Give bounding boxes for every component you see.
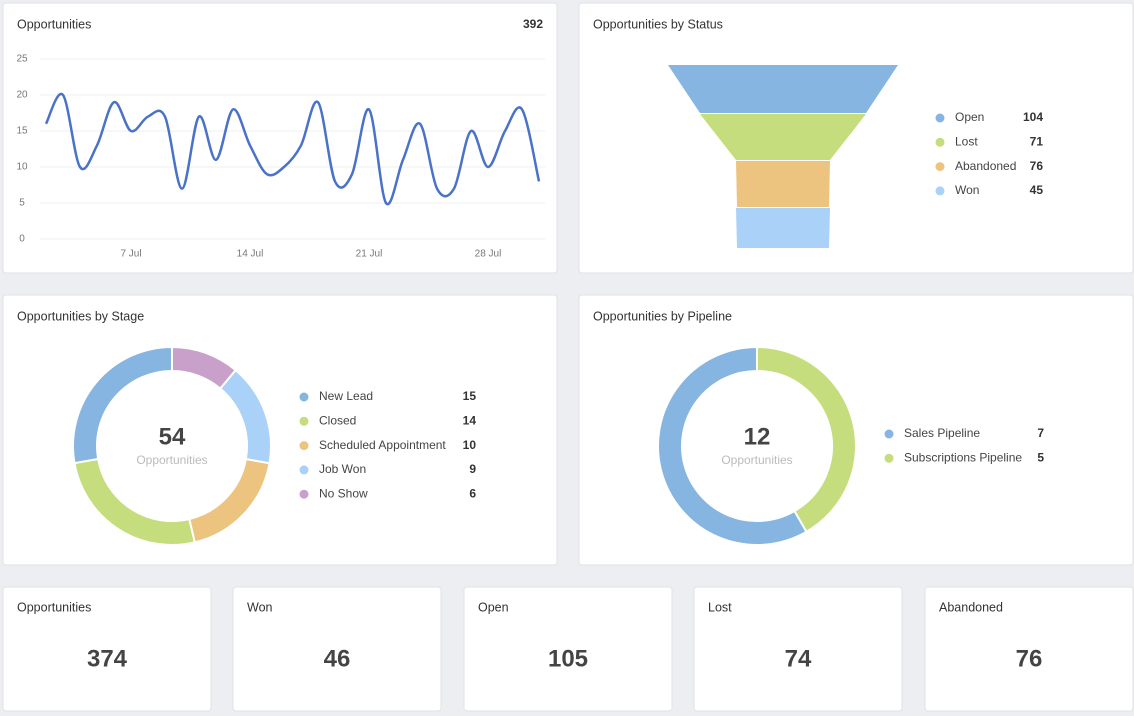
- legend-label: Closed: [319, 413, 356, 427]
- y-tick-label: 20: [16, 90, 28, 101]
- center-label: Opportunities: [136, 453, 207, 467]
- panel: [2, 2, 558, 274]
- donut-segment: [171, 345, 238, 390]
- legend-label: Sales Pipeline: [904, 426, 980, 440]
- kpi-card: [924, 586, 1134, 712]
- panel-title: Opportunities: [17, 17, 91, 31]
- funnel-segment: [736, 161, 830, 207]
- legend-value: 9: [469, 462, 476, 476]
- y-tick-label: 10: [16, 162, 28, 173]
- kpi-card: [2, 586, 212, 712]
- kpi-label: Won: [247, 600, 273, 614]
- legend-value: 45: [1030, 183, 1044, 197]
- legend-dot: [884, 429, 894, 439]
- legend-value: 15: [463, 389, 477, 403]
- y-tick-label: 5: [19, 198, 25, 209]
- legend-value: 7: [1037, 426, 1044, 440]
- kpi-value: 374: [87, 645, 128, 672]
- legend-value: 5: [1037, 450, 1044, 464]
- legend-value: 14: [463, 413, 477, 427]
- kpi-label: Opportunities: [17, 600, 91, 614]
- legend-dot: [935, 186, 945, 196]
- kpi-card: [232, 586, 442, 712]
- legend-label: No Show: [319, 486, 368, 500]
- panel: [578, 2, 1134, 274]
- legend-dot: [299, 392, 309, 402]
- legend-label: Won: [955, 183, 979, 197]
- kpi-card: [463, 586, 673, 712]
- y-tick-label: 15: [16, 126, 28, 137]
- legend-dot: [884, 453, 894, 463]
- legend-dot: [299, 465, 309, 475]
- kpi-label: Abandoned: [939, 600, 1003, 614]
- legend-dot: [299, 416, 309, 426]
- legend-dot: [299, 441, 309, 451]
- y-tick-label: 25: [16, 54, 28, 65]
- kpi-value: 105: [548, 645, 588, 672]
- y-tick-label: 0: [19, 234, 25, 245]
- legend-value: 104: [1023, 110, 1043, 124]
- x-tick-label: 28 Jul: [475, 249, 502, 260]
- legend-label: New Lead: [319, 389, 373, 403]
- center-total: 54: [159, 423, 186, 450]
- x-tick-label: 14 Jul: [237, 249, 264, 260]
- donut-segment: [756, 345, 857, 534]
- kpi-label: Open: [478, 600, 509, 614]
- funnel-segment: [736, 208, 830, 248]
- funnel-segment: [668, 65, 898, 113]
- center-label: Opportunities: [721, 453, 792, 467]
- kpi-value: 76: [1016, 645, 1043, 672]
- x-tick-label: 7 Jul: [120, 249, 141, 260]
- legend-dot: [299, 489, 309, 499]
- panel-title: Opportunities by Pipeline: [593, 309, 732, 323]
- funnel-segment: [700, 114, 866, 160]
- legend-value: 10: [463, 438, 477, 452]
- legend-value: 6: [469, 486, 476, 500]
- total: 392: [523, 17, 543, 31]
- legend-label: Job Won: [319, 462, 366, 476]
- legend-label: Lost: [955, 134, 978, 148]
- line: [44, 92, 541, 206]
- center-total: 12: [744, 423, 771, 450]
- panel-title: Opportunities by Status: [593, 17, 723, 31]
- legend-dot: [935, 162, 945, 172]
- donut-segment: [657, 345, 808, 546]
- legend-label: Open: [955, 110, 984, 124]
- legend-value: 71: [1030, 134, 1044, 148]
- x-tick-label: 21 Jul: [356, 249, 383, 260]
- kpi-value: 74: [785, 645, 812, 672]
- legend-value: 76: [1030, 159, 1044, 173]
- panel-title: Opportunities by Stage: [17, 309, 144, 323]
- legend-label: Scheduled Appointment: [319, 438, 446, 452]
- legend-label: Subscriptions Pipeline: [904, 450, 1022, 464]
- kpi-value: 46: [324, 645, 351, 672]
- legend-dot: [935, 137, 945, 147]
- kpi-card: [693, 586, 903, 712]
- kpi-label: Lost: [708, 600, 732, 614]
- legend-dot: [935, 113, 945, 123]
- legend-label: Abandoned: [955, 159, 1016, 173]
